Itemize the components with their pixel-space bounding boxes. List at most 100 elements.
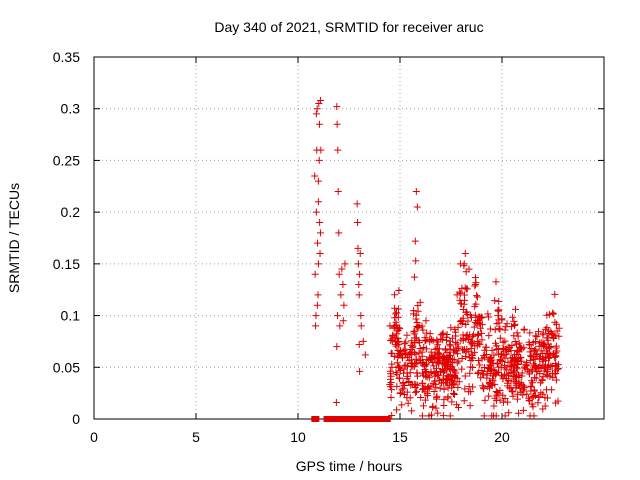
data-point: [501, 395, 509, 403]
data-point: [439, 412, 447, 420]
y-tick-label: 0: [72, 411, 80, 427]
data-point: [402, 338, 410, 346]
data-point: [401, 351, 409, 359]
data-point: [526, 329, 534, 337]
data-point: [539, 390, 547, 398]
data-point: [355, 291, 363, 299]
data-point: [398, 386, 406, 394]
data-point: [334, 187, 342, 195]
data-point: [481, 396, 489, 404]
data-point: [334, 146, 342, 154]
data-point: [390, 323, 398, 331]
data-point: [508, 323, 516, 331]
data-point: [403, 362, 411, 370]
data-point: [505, 409, 513, 417]
x-tick-label: 5: [192, 429, 200, 445]
data-point: [313, 105, 321, 113]
data-point: [435, 371, 443, 379]
data-point: [354, 218, 362, 226]
data-point: [450, 380, 458, 388]
data-point: [536, 339, 544, 347]
data-point: [552, 344, 560, 352]
data-point: [433, 358, 441, 366]
data-point: [532, 345, 540, 353]
data-point: [492, 278, 500, 286]
data-point: [400, 365, 408, 373]
x-tick-labels: 0 5 10 15 20: [90, 429, 510, 445]
data-point: [421, 334, 429, 342]
data-point: [386, 381, 394, 389]
data-point: [522, 361, 530, 369]
data-point: [408, 337, 416, 345]
data-point: [519, 391, 527, 399]
data-point: [499, 373, 507, 381]
data-point: [552, 399, 560, 407]
data-point: [531, 392, 539, 400]
data-point: [316, 229, 324, 237]
data-point: [542, 325, 550, 333]
y-tick-label: 0.1: [61, 308, 81, 324]
data-point: [425, 385, 433, 393]
data-point: [488, 375, 496, 383]
data-point: [480, 412, 488, 420]
data-point: [503, 320, 511, 328]
data-point: [391, 291, 399, 299]
data-point: [513, 329, 521, 337]
data-point: [392, 310, 400, 318]
data-point: [458, 365, 466, 373]
data-point: [454, 350, 462, 358]
x-axis-label: GPS time / hours: [296, 458, 403, 474]
data-point: [468, 313, 476, 321]
data-point: [440, 396, 448, 404]
data-point: [525, 397, 533, 405]
data-point: [418, 412, 426, 420]
data-point: [490, 412, 498, 420]
data-point: [443, 372, 451, 380]
data-point: [453, 401, 461, 409]
data-point: [334, 312, 342, 320]
data-point: [467, 345, 475, 353]
data-point: [398, 401, 406, 409]
data-point: [503, 366, 511, 374]
zero-marker: [369, 416, 376, 422]
data-point: [412, 315, 420, 323]
data-point: [470, 323, 478, 331]
data-point: [392, 309, 400, 317]
data-point: [496, 355, 504, 363]
data-point: [517, 344, 525, 352]
zero-marker: [375, 416, 382, 422]
data-point: [454, 383, 462, 391]
data-point: [514, 359, 522, 367]
data-point: [496, 396, 504, 404]
data-point: [391, 322, 399, 330]
zero-marker: [357, 416, 364, 422]
data-point: [552, 376, 560, 384]
data-point: [399, 379, 407, 387]
data-points: [311, 96, 563, 422]
data-point: [452, 338, 460, 346]
data-point: [508, 362, 516, 370]
data-point: [543, 386, 551, 394]
data-point: [387, 349, 395, 357]
data-point: [431, 370, 439, 378]
data-point: [446, 341, 454, 349]
data-point: [452, 328, 460, 336]
data-point: [432, 404, 440, 412]
data-point: [529, 379, 537, 387]
chart-title: Day 340 of 2021, SRMTID for receiver aru…: [214, 19, 483, 35]
data-point: [414, 323, 422, 331]
data-point: [410, 380, 418, 388]
data-point: [506, 363, 514, 371]
data-point: [545, 310, 553, 318]
data-point: [539, 341, 547, 349]
data-point: [531, 374, 539, 382]
data-point: [465, 265, 473, 273]
data-point: [535, 328, 542, 336]
data-point: [488, 346, 496, 354]
zero-marker: [360, 416, 367, 422]
data-point: [535, 354, 543, 362]
data-point: [386, 367, 394, 375]
data-point: [423, 373, 431, 381]
data-point: [518, 381, 526, 389]
